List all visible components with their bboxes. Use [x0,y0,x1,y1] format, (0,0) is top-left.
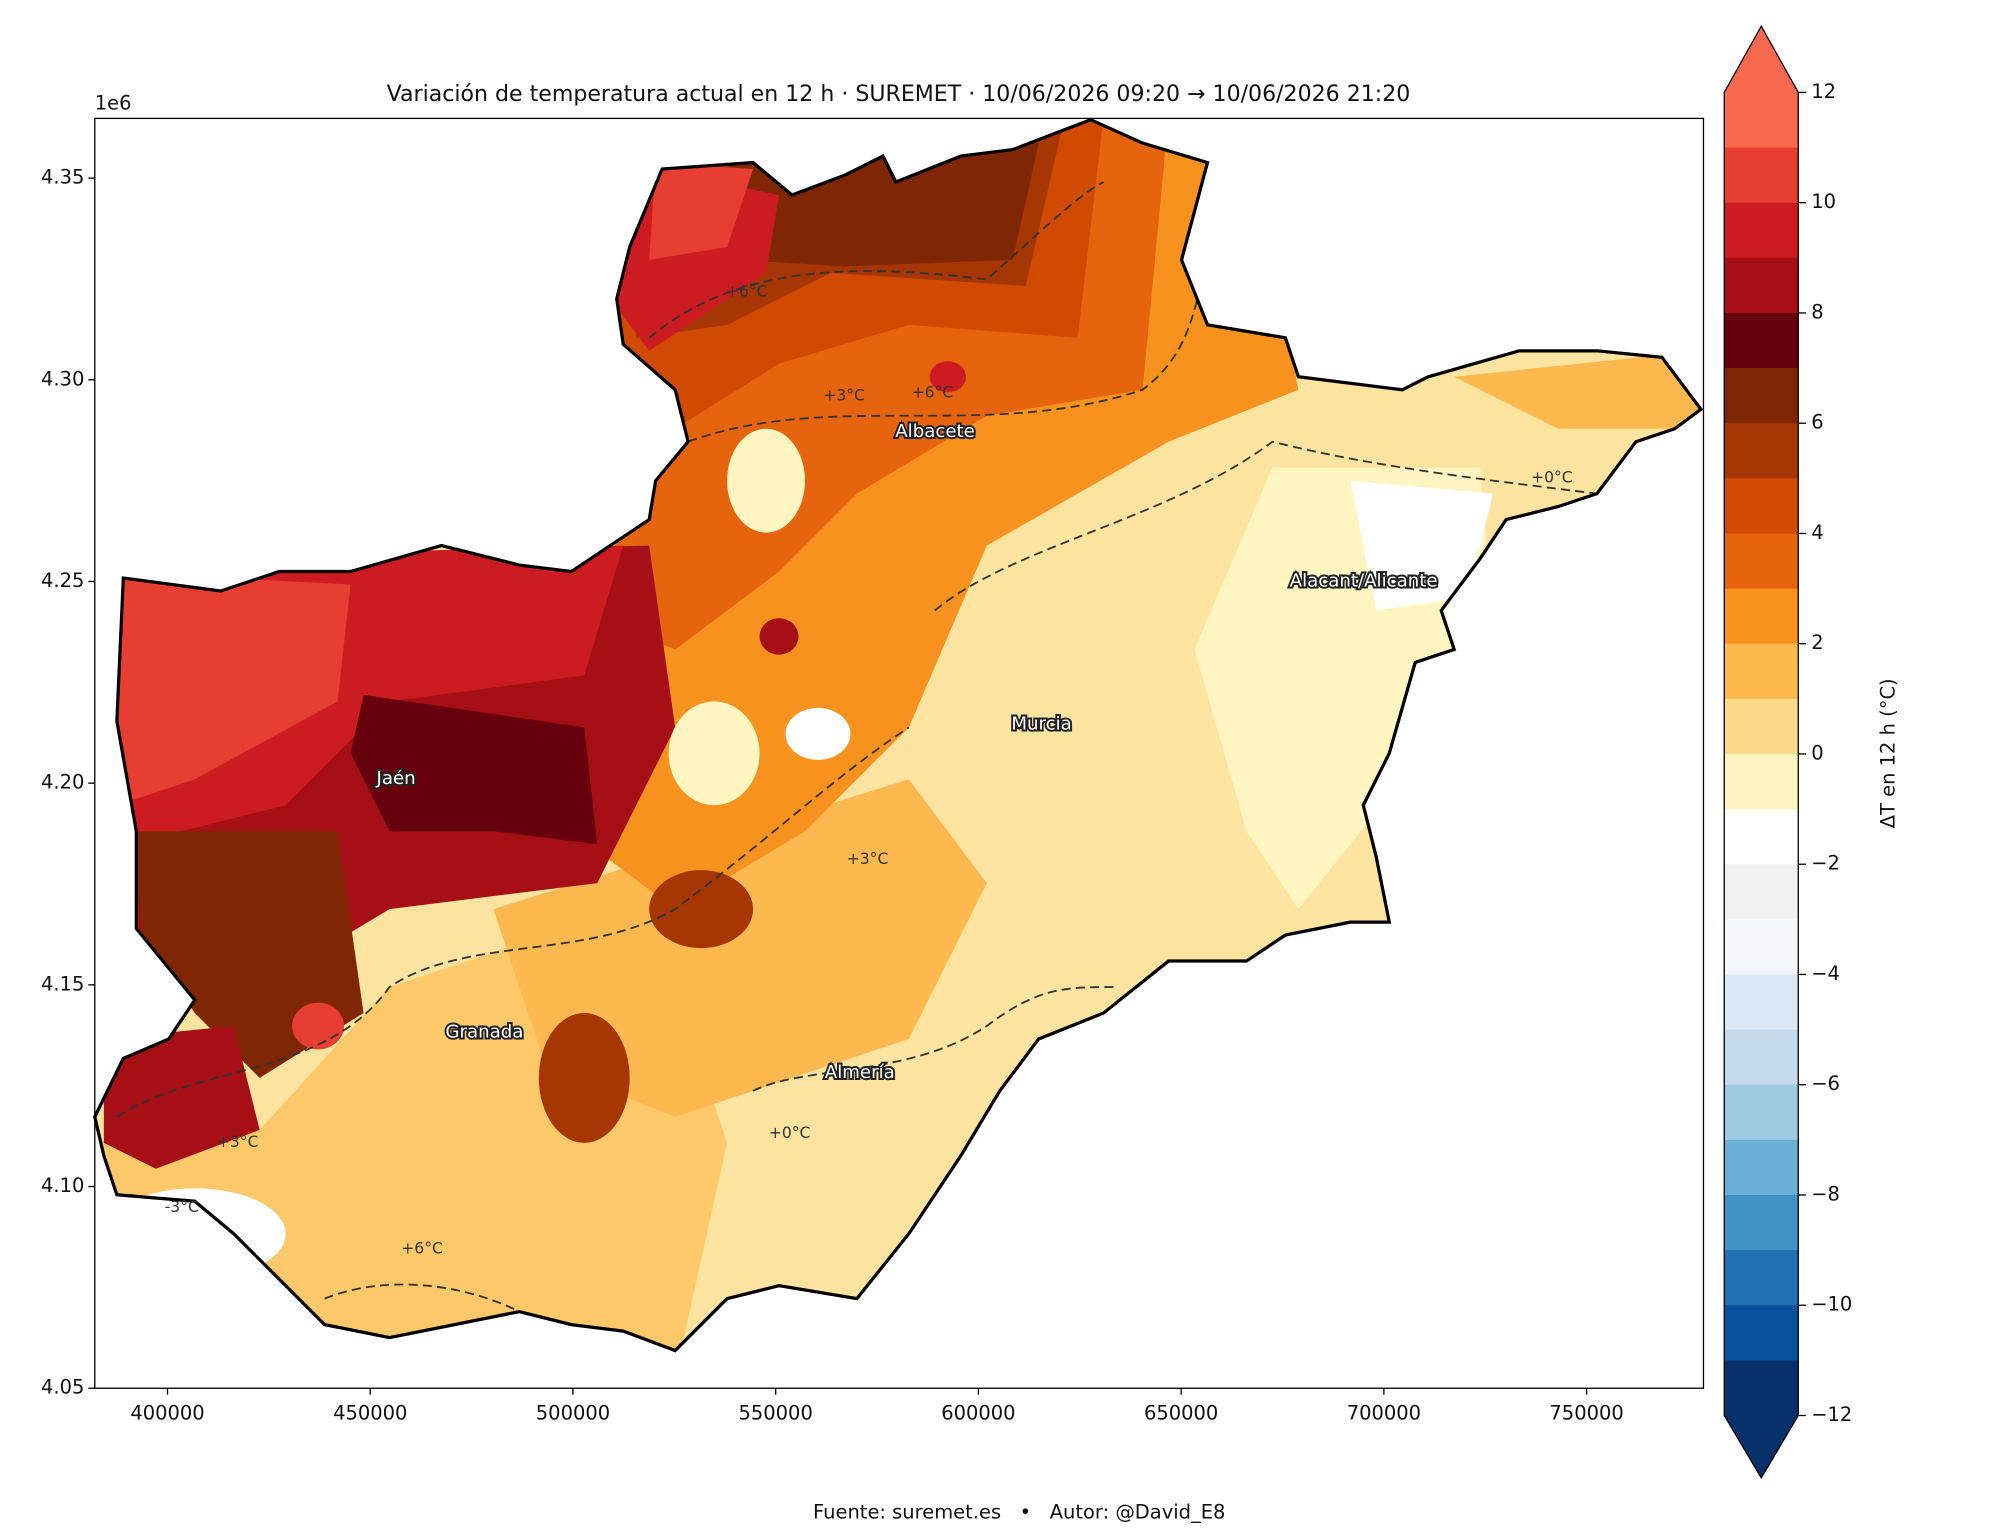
colorbar-tick-label: 12 [1811,80,1836,103]
colorbar-band [1724,312,1799,369]
offset-label: 1e6 [95,92,132,115]
contour-label: +6°C [912,384,954,402]
colorbar-band [1724,147,1799,204]
city-label: Murcia [1011,714,1071,735]
colorbar-band [1724,643,1799,700]
x-tick-label: 550000 [739,1402,813,1425]
city-label: Jaén [376,768,416,789]
colorbar-band [1724,698,1799,755]
y-tick-label: 4.20 [41,771,84,794]
x-tick-label: 450000 [333,1402,407,1425]
colorbar-band [1724,257,1799,314]
city-label: Albacete [895,421,975,442]
colorbar-tick-label: −4 [1811,962,1840,985]
colorbar-band [1724,1305,1799,1362]
contour-label: +3°C [823,386,865,404]
colorbar-tick-label: −10 [1811,1293,1852,1316]
y-tick-label: 4.25 [41,569,84,592]
colorbar-label: ΔT en 12 h (°C) [1877,678,1900,828]
x-tick-label: 600000 [941,1402,1015,1425]
x-tick-label: 650000 [1144,1402,1218,1425]
colorbar-band [1724,1139,1799,1196]
x-tick-label: 400000 [130,1402,204,1425]
x-tick-label: 750000 [1549,1402,1623,1425]
city-label: Almería [825,1062,895,1083]
colorbar-extend-high [1724,26,1799,93]
colorbar-band [1724,1360,1799,1417]
colorbar-band [1724,753,1799,810]
y-tick-label: 4.05 [41,1376,84,1399]
colorbar-band [1724,1194,1799,1251]
colorbar-band [1724,864,1799,920]
contour-label: +3°C [847,850,889,868]
colorbar-tick-label: 0 [1811,741,1823,764]
city-label: Granada [445,1021,523,1042]
colorbar-tick-label: 10 [1811,190,1836,213]
colorbar-band [1724,974,1799,1031]
city-label: Alacant/Alicante [1290,570,1438,591]
contour-label: +0°C [1531,468,1573,486]
y-tick-label: 4.30 [41,367,84,390]
colorbar-band [1724,478,1799,535]
y-tick-label: 4.10 [41,1174,84,1197]
x-tick-label: 500000 [536,1402,610,1425]
chart-title: Variación de temperatura actual en 12 h … [387,82,1411,107]
contour-label: +6°C [726,282,768,300]
colorbar-tick-label: −8 [1811,1182,1840,1205]
y-tick-label: 4.35 [41,166,84,189]
colorbar-tick-label: −2 [1811,852,1840,875]
colorbar-band [1724,423,1799,479]
y-tick-label: 4.15 [41,972,84,995]
colorbar-band [1724,1029,1799,1086]
colorbar-band [1724,533,1799,590]
colorbar-tick-label: 4 [1811,521,1823,544]
colorbar-band [1724,588,1799,645]
contour-label: -3°C [165,1198,199,1216]
colorbar-tick-label: 2 [1811,631,1823,654]
contour-label: +0°C [769,1124,811,1142]
colorbar-tick-label: −12 [1811,1403,1852,1426]
colorbar-extend-low [1724,1415,1799,1478]
colorbar-band [1724,202,1799,259]
colorbar-band [1724,919,1799,976]
contour-label: +6°C [401,1240,443,1258]
colorbar-band [1724,809,1799,865]
contour-label: +3°C [217,1133,259,1151]
x-tick-label: 700000 [1347,1402,1421,1425]
colorbar-tick-label: 8 [1811,300,1823,323]
colorbar-band [1724,92,1799,149]
colorbar-band [1724,1084,1799,1141]
footer: Fuente: suremet.es • Autor: @David_E8 [813,1500,1225,1523]
colorbar-tick-label: 6 [1811,411,1823,434]
colorbar-band [1724,368,1799,424]
colorbar-tick-label: −6 [1811,1072,1840,1095]
colorbar-band [1724,1250,1799,1306]
